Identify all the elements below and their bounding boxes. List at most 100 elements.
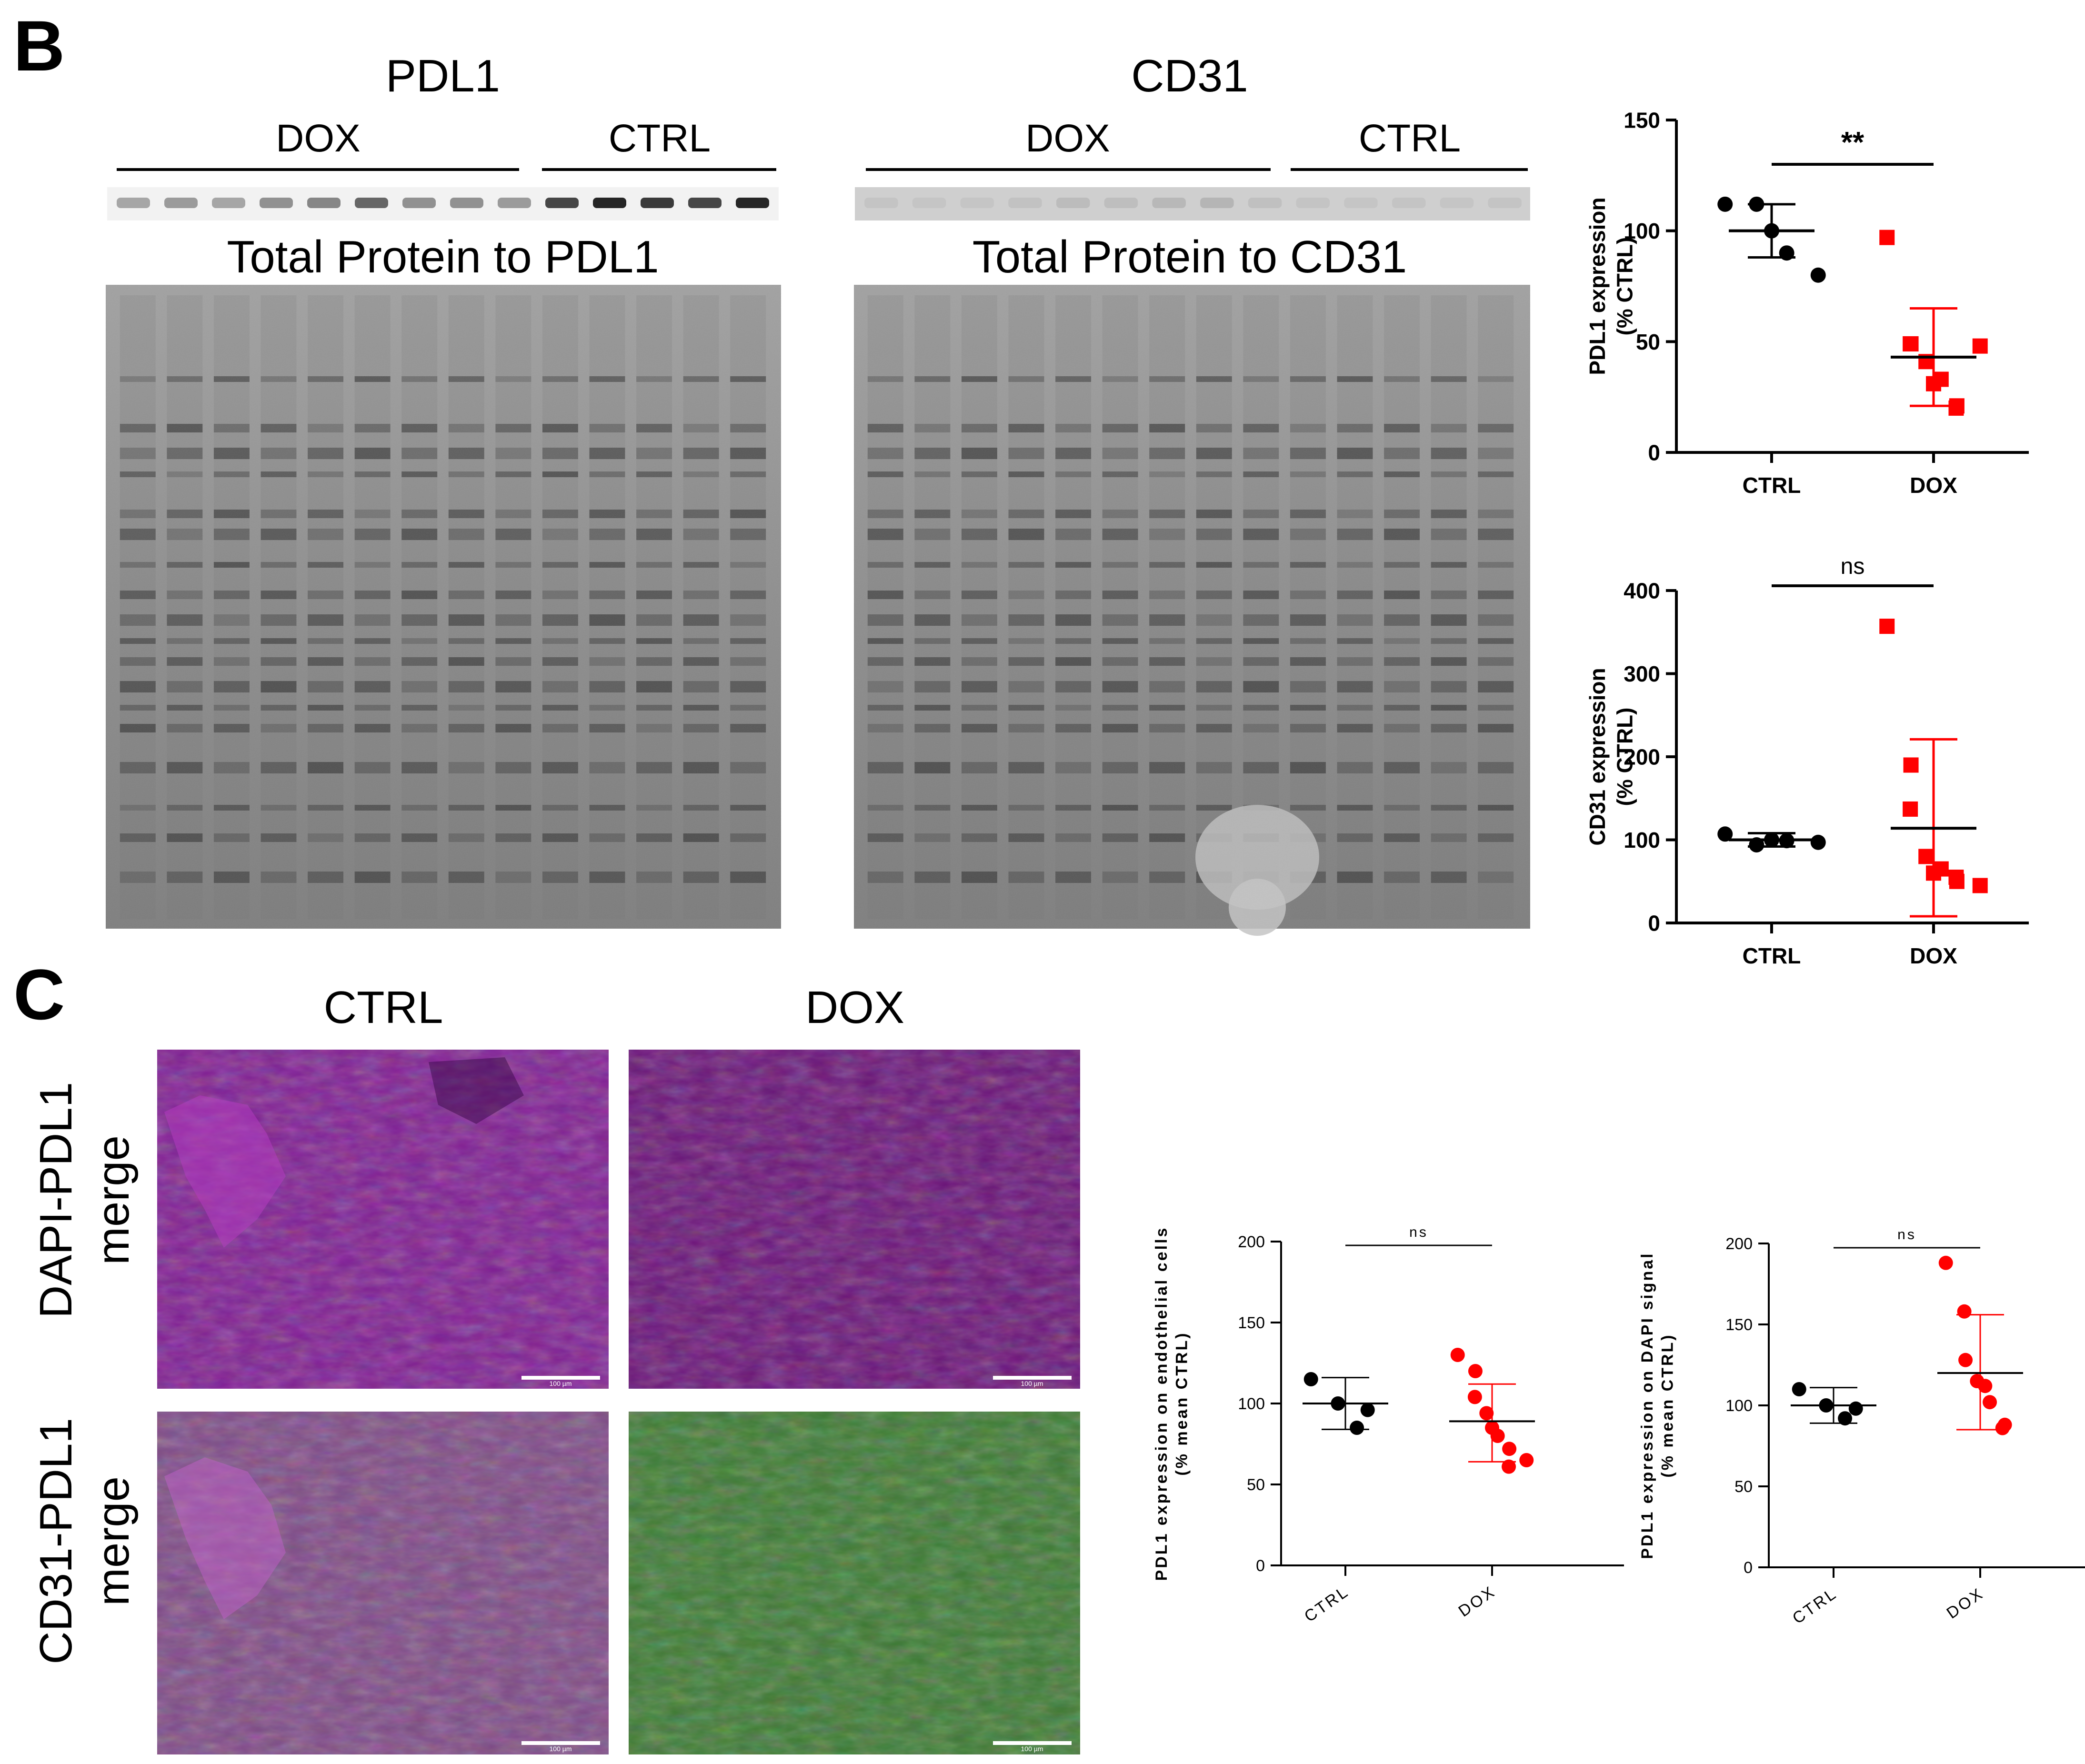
y-tick-label: 50 <box>1636 330 1660 354</box>
protein-band <box>212 198 245 208</box>
x-tick-label: CTRL <box>1743 943 1801 968</box>
data-point <box>1717 826 1733 842</box>
protein-band <box>593 198 626 208</box>
data-point <box>1838 1411 1853 1426</box>
y-axis-label-line: (% CTRL) <box>1613 237 1637 336</box>
protein-band <box>1200 198 1234 208</box>
data-point <box>1450 1348 1465 1362</box>
y-tick-label: 150 <box>1624 108 1660 133</box>
protein-band <box>1152 198 1186 208</box>
data-point <box>1502 1442 1517 1456</box>
y-axis-label-line: (% mean CTRL) <box>1173 1331 1191 1475</box>
y-tick-label: 0 <box>1256 1557 1265 1575</box>
x-tick-label: DOX <box>1944 1584 1987 1622</box>
y-tick-label: 200 <box>1238 1233 1265 1251</box>
y-tick-label: 50 <box>1734 1478 1753 1496</box>
x-tick-label: CTRL <box>1301 1582 1353 1625</box>
cd31-blot-group: CD31 DOX CTRL Total Protein to CD31 <box>854 50 1530 936</box>
protein-band <box>960 198 994 208</box>
data-point <box>1749 196 1764 212</box>
series-dox <box>1937 1255 2023 1435</box>
y-tick-label: 0 <box>1648 911 1660 936</box>
scalebar-label: 100 µm <box>550 1380 572 1387</box>
y-tick-label: 100 <box>1624 219 1660 243</box>
x-tick-label: DOX <box>1455 1582 1499 1620</box>
y-axis-label: PDL1 expression on DAPI signal (% mean CT… <box>1638 1252 1677 1559</box>
data-point <box>1467 1390 1482 1404</box>
row-label-cd31-pdl1-line1: CD31-PDL1 <box>30 1418 81 1664</box>
protein-band <box>545 198 579 208</box>
data-point <box>1948 400 1964 416</box>
y-tick-label: 100 <box>1624 828 1660 852</box>
protein-band <box>1440 198 1474 208</box>
data-point <box>1903 801 1918 817</box>
data-point <box>1903 757 1919 773</box>
chart-pdl1-dapi: 0 50 100 150 200 PDL1 expression on DAPI sign… <box>1638 1227 2085 1628</box>
significance-label: ns <box>1897 1227 1916 1243</box>
y-tick-label: 200 <box>1725 1235 1753 1253</box>
data-point <box>1983 1395 1997 1410</box>
micrograph-dox-dapi-pdl1: 100 µm <box>629 1050 1080 1389</box>
x-tick-label: DOX <box>1910 473 1957 498</box>
data-point <box>1502 1459 1516 1474</box>
protein-band <box>688 198 722 208</box>
y-axis-label: PDL1 expression on endothelial cells (% m… <box>1153 1226 1191 1581</box>
protein-band <box>450 198 483 208</box>
protein-band <box>1296 198 1330 208</box>
series-ctrl <box>1717 196 1826 283</box>
protein-band <box>864 198 898 208</box>
pdl1-blot-group: PDL1 DOX CTRL Total Protein to PDL1 <box>106 50 781 929</box>
data-point <box>1303 1372 1318 1386</box>
data-point <box>1810 267 1826 283</box>
row-label-dapi-pdl1: DAPI-PDL1 merge <box>30 1082 139 1318</box>
pdl1-dox-label: DOX <box>276 117 361 160</box>
protein-band <box>736 198 769 208</box>
row-label-dapi-pdl1-line1: DAPI-PDL1 <box>30 1082 81 1318</box>
scalebar-label: 100 µm <box>1021 1380 1043 1387</box>
data-point <box>1879 230 1895 245</box>
y-tick-label: 100 <box>1725 1397 1753 1415</box>
cd31-dox-label: DOX <box>1025 117 1110 160</box>
data-point <box>1958 1353 1973 1367</box>
data-point <box>1879 619 1895 634</box>
pdl1-bands <box>117 198 769 208</box>
series-dox <box>1879 619 1988 918</box>
pdl1-ctrl-label: CTRL <box>609 117 711 160</box>
protein-band <box>1488 198 1522 208</box>
row-label-cd31-pdl1-line2: merge <box>88 1476 139 1606</box>
data-point <box>1468 1364 1483 1378</box>
protein-band <box>1248 198 1282 208</box>
data-point <box>1933 861 1949 877</box>
col-label-dox: DOX <box>805 982 904 1033</box>
y-axis-label-line: (% mean CTRL) <box>1659 1333 1677 1477</box>
y-tick-label: 400 <box>1624 579 1660 603</box>
protein-band <box>1008 198 1042 208</box>
micrograph-dox-cd31-pdl1: 100 µm <box>629 1412 1080 1754</box>
x-tick-label: CTRL <box>1789 1584 1841 1627</box>
protein-band <box>498 198 531 208</box>
data-point <box>1490 1429 1505 1443</box>
significance-label: ns <box>1841 554 1865 579</box>
significance-label: ** <box>1841 126 1864 159</box>
data-point <box>1948 870 1964 885</box>
data-point <box>1903 336 1918 351</box>
data-point <box>1972 338 1988 354</box>
protein-band <box>260 198 293 208</box>
y-axis-label-line: (% CTRL) <box>1613 708 1637 806</box>
y-tick-label: 150 <box>1238 1314 1265 1332</box>
series-ctrl <box>1303 1372 1388 1435</box>
y-tick-label: 50 <box>1247 1476 1265 1494</box>
y-tick-label: 100 <box>1238 1395 1265 1413</box>
data-point <box>1479 1406 1494 1421</box>
protein-band <box>117 198 150 208</box>
y-tick-label: 0 <box>1744 1559 1753 1577</box>
data-point <box>1810 834 1826 850</box>
pdl1-total-protein-title: Total Protein to PDL1 <box>227 231 659 282</box>
y-tick-label: 0 <box>1648 441 1660 465</box>
data-point <box>1360 1403 1375 1417</box>
significance-label: ns <box>1409 1224 1428 1240</box>
scalebar-label: 100 µm <box>550 1745 572 1753</box>
protein-band <box>1392 198 1426 208</box>
series-dox <box>1449 1348 1535 1474</box>
